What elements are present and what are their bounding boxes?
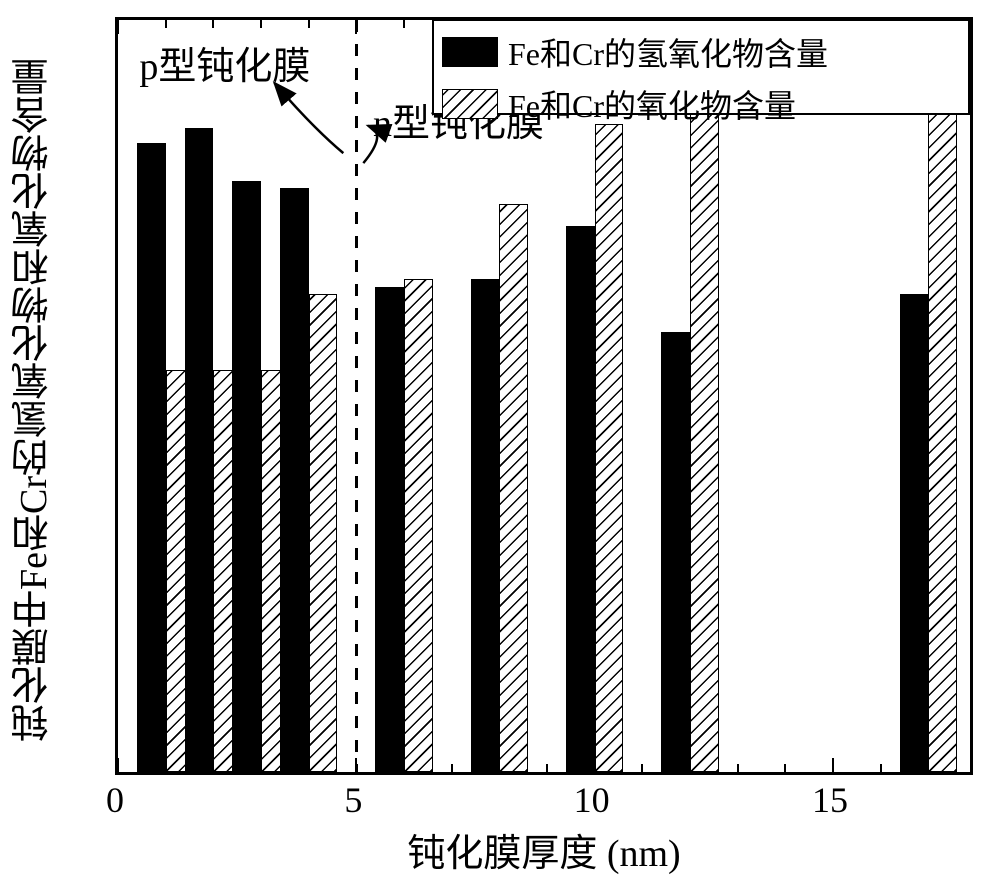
x-tick-minor [737, 764, 739, 772]
bar-oxide [595, 124, 624, 772]
bar-oxide [928, 48, 957, 772]
x-tick-label: 15 [800, 779, 860, 821]
plot-area [115, 17, 973, 775]
x-tick-minor-top [308, 20, 310, 28]
legend-label-oxide: Fe和Cr的氧化物含量 [508, 81, 796, 127]
x-tick-minor [212, 764, 214, 772]
bar-hydroxide [185, 128, 214, 772]
bar-hydroxide [375, 287, 404, 772]
x-tick-minor-top [165, 20, 167, 28]
legend-swatch-solid [442, 37, 498, 67]
chart-container: 钝化膜中Fe和Cr的氢氧化物和氧化物含量 p型钝化膜 n型钝化膜 Fe和Cr的氢… [0, 0, 1000, 878]
bar-hydroxide [137, 143, 166, 772]
legend-label-hydroxide: Fe和Cr的氢氧化物含量 [508, 29, 828, 75]
x-tick-label: 0 [85, 779, 145, 821]
bar-oxide [690, 90, 719, 772]
x-tick-minor [689, 764, 691, 772]
bar-oxide [404, 279, 433, 772]
legend-row: Fe和Cr的氢氧化物含量 [442, 29, 960, 75]
bar-hydroxide [900, 294, 929, 772]
x-tick-label: 10 [562, 779, 622, 821]
divider-vline [355, 20, 358, 772]
x-tick-minor [880, 764, 882, 772]
x-tick-minor [927, 764, 929, 772]
bar-hydroxide [661, 332, 690, 772]
bar-oxide [309, 294, 338, 772]
x-tick-minor [260, 764, 262, 772]
x-tick-major [832, 758, 834, 772]
x-tick-major-top [355, 20, 357, 34]
x-tick-major-top [117, 20, 119, 34]
bar-hydroxide [566, 226, 595, 772]
bar-hydroxide [280, 188, 309, 772]
legend: Fe和Cr的氢氧化物含量 Fe和Cr的氧化物含量 [432, 19, 970, 115]
x-axis-label: 钝化膜厚度 (nm) [115, 822, 973, 877]
x-tick-major [117, 758, 119, 772]
y-axis-label: 钝化膜中Fe和Cr的氢氧化物和氧化物含量 [14, 50, 56, 750]
x-tick-minor [451, 764, 453, 772]
x-tick-major [594, 758, 596, 772]
x-tick-minor [498, 764, 500, 772]
x-tick-label: 5 [323, 779, 383, 821]
annotation-p-type: p型钝化膜 [139, 35, 310, 90]
x-tick-minor [165, 764, 167, 772]
x-tick-minor [403, 764, 405, 772]
bar-oxide [499, 204, 528, 773]
x-tick-minor-top [260, 20, 262, 28]
x-tick-minor [641, 764, 643, 772]
x-tick-major [355, 758, 357, 772]
x-tick-minor-top [212, 20, 214, 28]
x-tick-minor-top [403, 20, 405, 28]
x-tick-minor [784, 764, 786, 772]
legend-swatch-hatch [442, 89, 498, 119]
bar-hydroxide [471, 279, 500, 772]
legend-row: Fe和Cr的氧化物含量 [442, 81, 960, 127]
bar-hydroxide [232, 181, 261, 772]
x-tick-minor [546, 764, 548, 772]
x-tick-minor [308, 764, 310, 772]
